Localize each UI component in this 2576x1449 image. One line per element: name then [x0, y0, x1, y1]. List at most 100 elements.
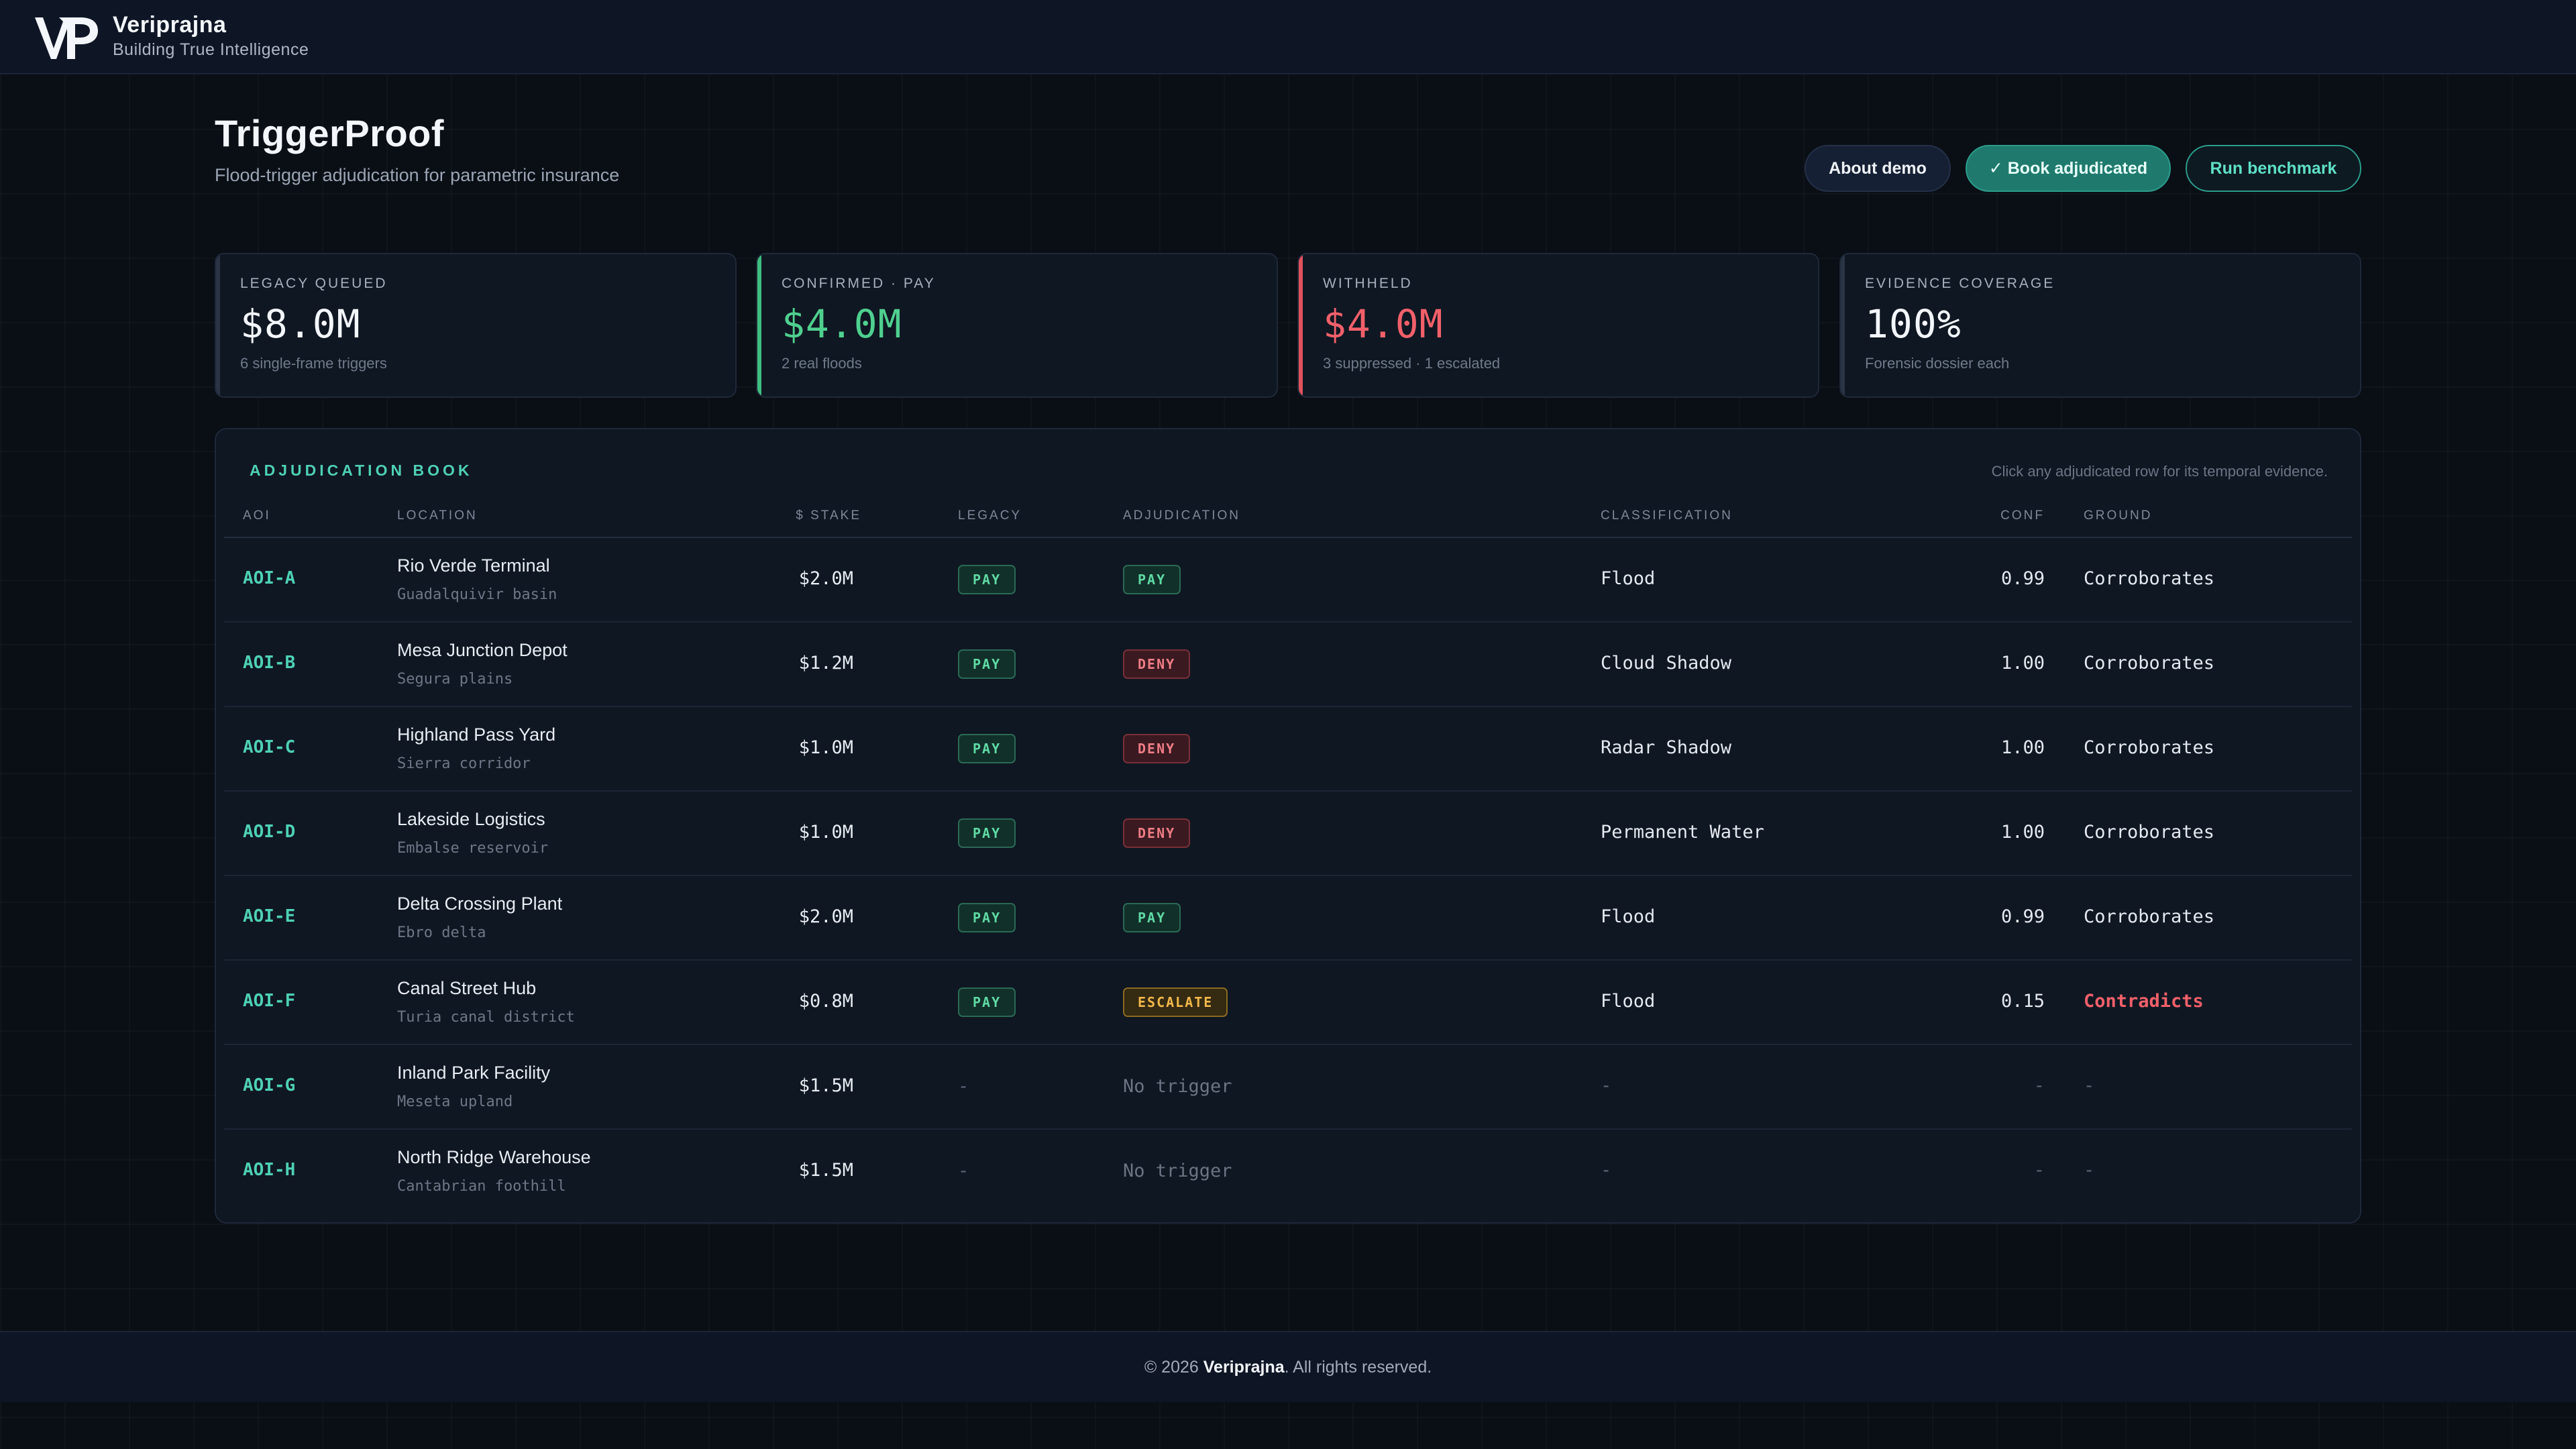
classification: Radar Shadow: [1601, 737, 1732, 758]
location-name: North Ridge Warehouse: [397, 1147, 591, 1167]
ground-truth: Corroborates: [2084, 568, 2215, 589]
location-region: Segura plains: [397, 671, 513, 688]
adjudication-cell: DENY: [1123, 649, 1191, 679]
adjudication-badge: DENY: [1123, 734, 1191, 763]
veriprajna-logo-icon[interactable]: [34, 12, 101, 60]
location-name: Mesa Junction Depot: [397, 640, 568, 660]
card-accent: [216, 254, 220, 396]
kpi-card-evidence-coverage: EVIDENCE COVERAGE 100% Forensic dossier …: [1839, 253, 2361, 398]
classification: Flood: [1601, 906, 1656, 927]
run-benchmark-button[interactable]: Run benchmark: [2186, 145, 2361, 192]
page-subtitle: Flood-trigger adjudication for parametri…: [215, 165, 620, 185]
adjudication-cell: PAY: [1123, 903, 1181, 932]
kpi-card-confirmed-pay: CONFIRMED · PAY $4.0M 2 real floods: [756, 253, 1278, 398]
location-name: Delta Crossing Plant: [397, 894, 563, 914]
aoi-id: AOI-H: [243, 1160, 296, 1180]
confidence: 0.99: [2000, 906, 2045, 927]
column-header-stake: $ STAKE: [796, 508, 861, 523]
adjudication-badge: ESCALATE: [1123, 987, 1228, 1017]
brand-name: Veriprajna: [113, 12, 227, 38]
table-row[interactable]: AOI-A Rio Verde Terminal Guadalquivir ba…: [224, 538, 2352, 623]
panel-title: ADJUDICATION BOOK: [250, 462, 473, 479]
aoi-id: AOI-A: [243, 568, 296, 588]
column-header-classification: CLASSIFICATION: [1601, 508, 1733, 523]
aoi-id: AOI-G: [243, 1075, 296, 1095]
top-bar: Veriprajna Building True Intelligence: [0, 0, 2576, 74]
column-header-aoi: AOI: [243, 508, 271, 523]
kpi-card-legacy-queued: LEGACY QUEUED $8.0M 6 single-frame trigg…: [215, 253, 737, 398]
location-region: Ebro delta: [397, 924, 486, 941]
ground-truth: Contradicts: [2084, 991, 2204, 1012]
table-row[interactable]: AOI-C Highland Pass Yard Sierra corridor…: [224, 707, 2352, 792]
legacy-cell: -: [958, 1157, 969, 1186]
stake-amount: $2.0M: [798, 568, 853, 589]
stake-amount: $1.5M: [798, 1160, 853, 1181]
adjudication-status: No trigger: [1123, 1076, 1232, 1097]
stake-amount: $2.0M: [798, 906, 853, 927]
confidence: -: [2033, 1160, 2045, 1181]
location-region: Meseta upland: [397, 1093, 513, 1110]
kpi-label: EVIDENCE COVERAGE: [1865, 276, 2055, 291]
column-header-conf: CONF: [2000, 508, 2045, 523]
location-region: Turia canal district: [397, 1009, 575, 1026]
aoi-id: AOI-B: [243, 653, 296, 673]
kpi-value: $8.0M: [240, 301, 361, 347]
page-title: TriggerProof: [215, 112, 445, 154]
classification: -: [1601, 1160, 1612, 1181]
kpi-subtext: Forensic dossier each: [1865, 355, 2010, 372]
location-region: Sierra corridor: [397, 755, 531, 772]
adjudication-badge: DENY: [1123, 649, 1191, 679]
footer-copyright: © 2026: [1144, 1357, 1199, 1377]
adjudication-cell: No trigger: [1123, 1157, 1232, 1186]
kpi-value: $4.0M: [1323, 301, 1444, 347]
legacy-cell: PAY: [958, 565, 1016, 594]
aoi-id: AOI-C: [243, 737, 296, 757]
classification: Cloud Shadow: [1601, 653, 1732, 674]
kpi-subtext: 3 suppressed · 1 escalated: [1323, 355, 1501, 372]
stake-amount: $0.8M: [798, 991, 853, 1012]
kpi-label: LEGACY QUEUED: [240, 276, 388, 291]
ground-truth: -: [2084, 1160, 2095, 1181]
location-name: Rio Verde Terminal: [397, 555, 550, 576]
table-row[interactable]: AOI-G Inland Park Facility Meseta upland…: [224, 1045, 2352, 1130]
book-adjudicated-button[interactable]: ✓ Book adjudicated: [1966, 145, 2171, 192]
location-region: Embalse reservoir: [397, 840, 549, 857]
classification: Flood: [1601, 991, 1656, 1012]
aoi-id: AOI-F: [243, 991, 296, 1011]
classification: Permanent Water: [1601, 822, 1764, 843]
legacy-cell: PAY: [958, 818, 1016, 848]
table-row[interactable]: AOI-F Canal Street Hub Turia canal distr…: [224, 961, 2352, 1045]
classification: -: [1601, 1075, 1612, 1096]
aoi-id: AOI-D: [243, 822, 296, 842]
location-region: Cantabrian foothill: [397, 1178, 566, 1195]
legacy-empty: -: [958, 1161, 969, 1181]
location-name: Canal Street Hub: [397, 978, 537, 998]
legacy-cell: -: [958, 1072, 969, 1102]
table-row[interactable]: AOI-D Lakeside Logistics Embalse reservo…: [224, 792, 2352, 876]
confidence: 1.00: [2000, 653, 2045, 674]
card-accent: [1841, 254, 1845, 396]
kpi-subtext: 2 real floods: [782, 355, 862, 372]
legacy-badge: PAY: [958, 734, 1016, 763]
stake-amount: $1.0M: [798, 737, 853, 758]
legacy-cell: PAY: [958, 987, 1016, 1017]
table-row[interactable]: AOI-H North Ridge Warehouse Cantabrian f…: [224, 1130, 2352, 1214]
location-name: Inland Park Facility: [397, 1063, 551, 1083]
adjudication-cell: No trigger: [1123, 1072, 1232, 1102]
table-row[interactable]: AOI-B Mesa Junction Depot Segura plains …: [224, 623, 2352, 707]
adjudication-cell: PAY: [1123, 565, 1181, 594]
column-header-ground: GROUND: [2084, 508, 2153, 523]
adjudication-badge: PAY: [1123, 903, 1181, 932]
legacy-badge: PAY: [958, 649, 1016, 679]
adjudication-book-panel: ADJUDICATION BOOK Click any adjudicated …: [215, 428, 2361, 1224]
about-demo-button[interactable]: About demo: [1805, 145, 1951, 192]
footer-rights: . All rights reserved.: [1284, 1357, 1432, 1377]
legacy-badge: PAY: [958, 818, 1016, 848]
card-accent: [757, 254, 761, 396]
brand-tagline: Building True Intelligence: [113, 40, 309, 59]
header-divider: [224, 537, 2352, 538]
legacy-empty: -: [958, 1076, 969, 1097]
column-header-legacy: LEGACY: [958, 508, 1022, 523]
table-row[interactable]: AOI-E Delta Crossing Plant Ebro delta $2…: [224, 876, 2352, 961]
card-accent: [1299, 254, 1303, 396]
